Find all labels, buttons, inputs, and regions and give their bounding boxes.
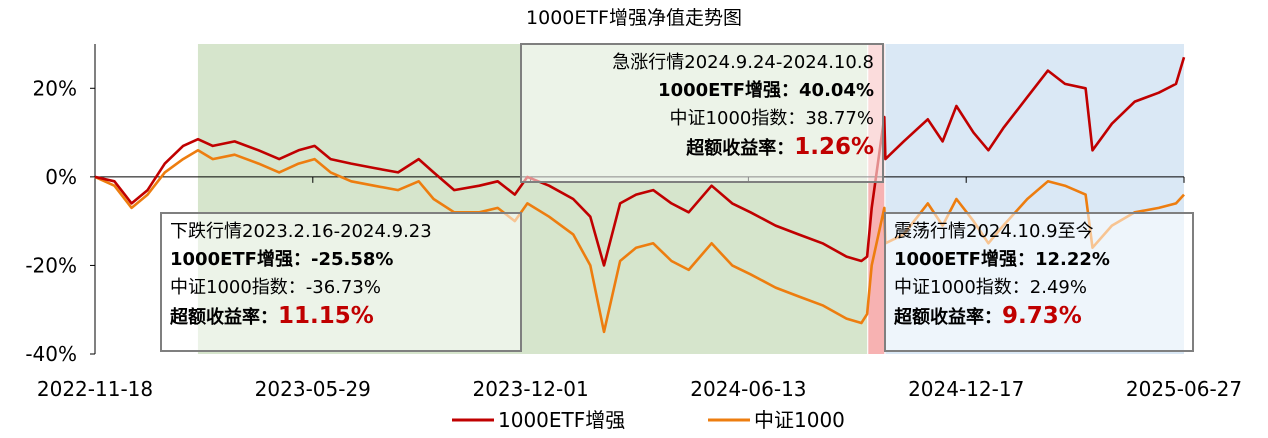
- axes: 20% 0% -20% -40% 2022-11-18 2023-05-29 2023-12…: [25, 44, 1242, 401]
- legend-label-index: 中证1000: [754, 408, 845, 432]
- annotation-up-etf: 1000ETF增强：40.04%: [658, 80, 874, 101]
- x-tick-label: 2022-11-18: [37, 377, 153, 401]
- annotation-down-etf: 1000ETF增强：-25.58%: [170, 249, 394, 270]
- x-tick-label: 2024-06-13: [690, 377, 806, 401]
- y-tick-label: 0%: [45, 165, 77, 189]
- annotation-up-title: 急涨行情2024.9.24-2024.10.8: [612, 52, 874, 73]
- annotation-down-excess-value: 11.15%: [278, 303, 374, 329]
- chart-title: 1000ETF增强净值走势图: [526, 7, 742, 29]
- annotation-down-market: 下跌行情2023.2.16-2024.9.23 1000ETF增强：-25.58…: [160, 212, 522, 352]
- series-line-etf: [94, 56, 1186, 267]
- legend-label-etf: 1000ETF增强: [498, 408, 625, 432]
- x-tick-label: 2023-05-29: [255, 377, 371, 401]
- annotation-osc-title: 震荡行情2024.10.9至今: [894, 221, 1094, 242]
- annotation-osc-excess-label: 超额收益率：: [894, 307, 1002, 328]
- annotation-up-excess-label: 超额收益率：: [686, 138, 795, 159]
- y-tick-label: -40%: [25, 342, 77, 366]
- annotation-up-excess-value: 1.26%: [794, 134, 874, 160]
- annotation-down-title: 下跌行情2023.2.16-2024.9.23: [170, 221, 432, 242]
- y-tick-label: -20%: [25, 253, 77, 277]
- annotation-down-excess-label: 超额收益率：: [170, 307, 278, 328]
- annotation-down-index: 中证1000指数：-36.73%: [170, 277, 381, 298]
- x-tick-label: 2025-06-27: [1126, 377, 1242, 401]
- annotation-up-index: 中证1000指数：38.77%: [669, 108, 874, 129]
- annotation-osc-etf: 1000ETF增强：12.22%: [894, 249, 1110, 270]
- legend: 1000ETF增强 中证1000: [452, 408, 845, 432]
- annotation-osc-excess-value: 9.73%: [1002, 303, 1082, 329]
- annotation-up-market: 急涨行情2024.9.24-2024.10.8 1000ETF增强：40.04%…: [520, 43, 884, 183]
- y-tick-label: 20%: [33, 76, 77, 100]
- annotation-osc-index: 中证1000指数：2.49%: [894, 277, 1087, 298]
- x-tick-label: 2024-12-17: [908, 377, 1024, 401]
- annotation-oscillation-market: 震荡行情2024.10.9至今 1000ETF增强：12.22% 中证1000指…: [884, 212, 1194, 352]
- x-tick-label: 2023-12-01: [472, 377, 588, 401]
